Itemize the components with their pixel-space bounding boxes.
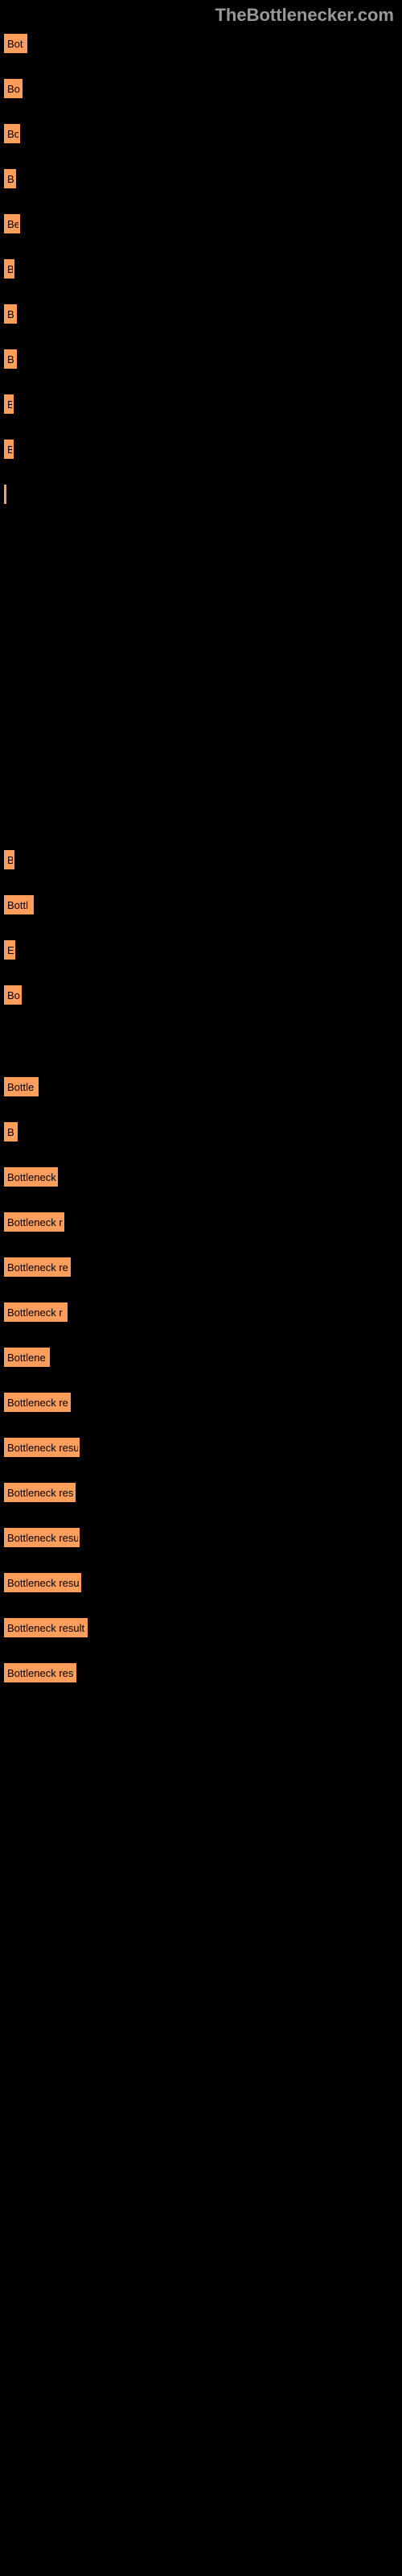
bar-label: Bottlene <box>7 1352 46 1364</box>
bar-row: Bottleneck resu <box>4 1438 402 1457</box>
bar-row: Bottleneck r <box>4 1302 402 1322</box>
bar-label: B <box>7 398 14 411</box>
bar-row: Bottleneck r <box>4 1212 402 1232</box>
bar-label: Bottleneck <box>7 1171 56 1183</box>
bar: B <box>4 349 17 369</box>
bar: Bottleneck res <box>4 1663 76 1682</box>
bar: Bottleneck re <box>4 1393 71 1412</box>
bar: Bottle <box>4 1077 39 1096</box>
bar-row: Bottleneck <box>4 1167 402 1187</box>
bar-label: Bottleneck resu <box>7 1442 80 1454</box>
bar-label: Bottleneck res <box>7 1487 73 1499</box>
bar-row: Bottlene <box>4 1348 402 1367</box>
bar-label: B <box>7 263 14 275</box>
bar-label: B <box>7 854 14 866</box>
bar-row <box>4 485 402 504</box>
bar: Bottleneck result <box>4 1618 88 1637</box>
bar: B <box>4 1122 18 1141</box>
bar: B <box>4 394 14 414</box>
bar-row: B <box>4 259 402 279</box>
bar-label: B <box>7 444 14 456</box>
bar: Bo <box>4 124 20 143</box>
bar-label: Bottleneck re <box>7 1397 68 1409</box>
bar: Bottleneck res <box>4 1483 76 1502</box>
bar: Bo <box>4 985 22 1005</box>
bar-row: Bot <box>4 34 402 53</box>
bar-row: Bottleneck resu <box>4 1528 402 1547</box>
bar-row: Bottleneck res <box>4 1663 402 1682</box>
bar: E <box>4 940 15 960</box>
bar: Bottleneck resu <box>4 1438 80 1457</box>
bar-label: Bo <box>7 83 20 95</box>
bar: Bot <box>4 34 27 53</box>
bar-row: Bottleneck res <box>4 1483 402 1502</box>
bar-row: B <box>4 440 402 459</box>
bar-row: Be <box>4 214 402 233</box>
bar-label: Bottl <box>7 899 28 911</box>
bar-row: E <box>4 940 402 960</box>
bar-row: Bottl <box>4 895 402 914</box>
bar-label: Bottleneck re <box>7 1261 68 1274</box>
bar-label: B <box>7 173 14 185</box>
bar-label: Bo <box>7 128 20 140</box>
bar-row: Bo <box>4 985 402 1005</box>
bar-row: B <box>4 394 402 414</box>
bar-row: Bottleneck result <box>4 1618 402 1637</box>
bar: B <box>4 850 14 869</box>
bar: Bottleneck r <box>4 1302 68 1322</box>
bar-label: Bottle <box>7 1081 34 1093</box>
bar: Bottleneck re <box>4 1257 71 1277</box>
bar: Bottleneck resu <box>4 1573 81 1592</box>
bar-label: B <box>7 1126 14 1138</box>
bar: Bottleneck r <box>4 1212 64 1232</box>
bar-row: B <box>4 1122 402 1141</box>
bar-label: Bot <box>7 38 23 50</box>
bar-row: Bottleneck re <box>4 1257 402 1277</box>
bar: Bo <box>4 79 23 98</box>
bar-label: Bottleneck r <box>7 1216 63 1228</box>
bar-label: Be <box>7 218 20 230</box>
bar: Bottleneck resu <box>4 1528 80 1547</box>
bar: B <box>4 169 16 188</box>
bar-label: E <box>7 944 14 956</box>
bar-row: B <box>4 850 402 869</box>
site-header: TheBottlenecker.com <box>0 0 402 34</box>
bar-label: B <box>7 308 14 320</box>
bar <box>4 485 9 504</box>
bar-row: Bo <box>4 79 402 98</box>
bar: B <box>4 259 14 279</box>
bar: B <box>4 440 14 459</box>
bar-row: Bottleneck re <box>4 1393 402 1412</box>
bar: B <box>4 304 17 324</box>
bar: Bottlene <box>4 1348 50 1367</box>
bar-label: Bottleneck resu <box>7 1577 80 1589</box>
bar-row: Bo <box>4 124 402 143</box>
bar-label: Bottleneck result <box>7 1622 84 1634</box>
bar-chart: Bot Bo Bo B Be B B B B B B Bottl E Bo Bottle B Bottlenec… <box>0 34 402 1682</box>
bar-label: Bottleneck r <box>7 1307 63 1319</box>
bar-label: Bottleneck res <box>7 1667 73 1679</box>
bar-row: B <box>4 304 402 324</box>
bar-label: Bottleneck resu <box>7 1532 80 1544</box>
bar-label: Bo <box>7 989 20 1001</box>
bar: Bottl <box>4 895 34 914</box>
bar-row: Bottleneck resu <box>4 1573 402 1592</box>
bar-row: B <box>4 349 402 369</box>
bar-row: B <box>4 169 402 188</box>
bar-label: B <box>7 353 14 365</box>
bar-row: Bottle <box>4 1077 402 1096</box>
bar: Be <box>4 214 20 233</box>
bar: Bottleneck <box>4 1167 58 1187</box>
